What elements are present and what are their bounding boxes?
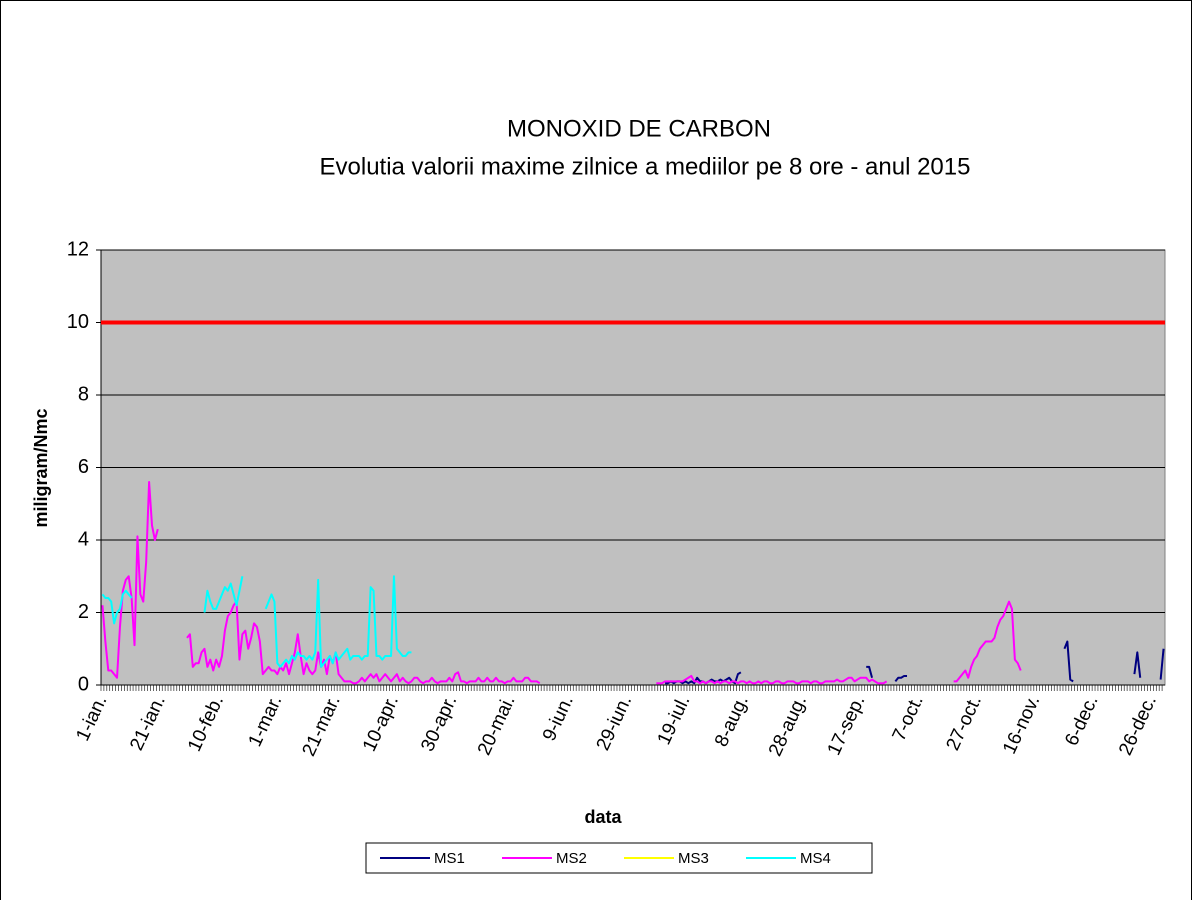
chart-title: MONOXID DE CARBON xyxy=(507,115,771,142)
y-tick-label: 12 xyxy=(67,238,89,260)
series-line xyxy=(101,481,1022,685)
series-line xyxy=(101,575,412,668)
y-tick-label: 10 xyxy=(67,311,89,333)
y-tick-label: 6 xyxy=(78,456,89,478)
chart-subtitle: Evolutia valorii maxime zilnice a mediil… xyxy=(320,153,971,180)
y-tick-label: 0 xyxy=(78,673,89,695)
legend-label: MS3 xyxy=(678,850,709,867)
y-tick-label: 2 xyxy=(78,601,89,623)
legend-label: MS2 xyxy=(556,850,587,867)
x-axis-label: data xyxy=(584,807,622,827)
y-axis-label: miligram/Nmc xyxy=(31,408,51,527)
y-tick-label: 8 xyxy=(78,383,89,405)
legend-label: MS4 xyxy=(800,850,831,867)
legend-label: MS1 xyxy=(434,850,465,867)
y-tick-label: 4 xyxy=(78,528,89,550)
